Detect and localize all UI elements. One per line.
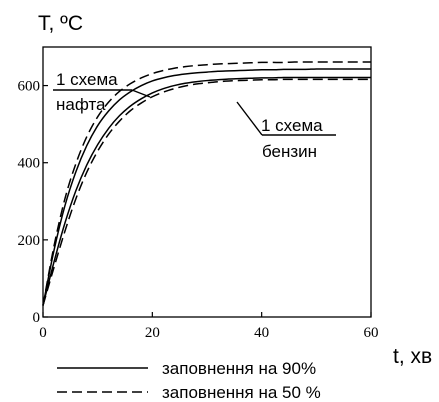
plot-frame	[42, 46, 372, 318]
x-tick-label: 40	[254, 325, 269, 341]
tick-marks	[42, 84, 372, 318]
curve-petrol-solid	[42, 76, 371, 306]
legend: заповнення на 90% заповнення на 50 %	[57, 359, 321, 402]
y-tick-label: 600	[18, 79, 41, 95]
x-tick-label: 60	[364, 325, 379, 341]
curves	[42, 61, 371, 306]
annotation-oil-line2: нафта	[56, 95, 106, 114]
annotation-petrol-leader	[236, 101, 263, 136]
annotation-petrol-line2: бензин	[262, 142, 317, 161]
curve-oil-dashed	[42, 61, 371, 306]
annotation-oil-leader	[131, 89, 151, 98]
annotation-petrol-line1: 1 схема	[261, 116, 323, 135]
annotation-oil-line1: 1 схема	[56, 70, 118, 89]
x-tick-label: 0	[39, 325, 47, 341]
x-tick-label: 20	[145, 325, 160, 341]
legend-label-dashed: заповнення на 50 %	[162, 383, 321, 402]
y-tick-label: 0	[33, 310, 41, 326]
y-tick-label: 200	[18, 233, 41, 249]
x-axis-label: t, хв	[393, 345, 432, 368]
y-axis-label: T, ºC	[38, 12, 83, 35]
curve-oil-solid	[42, 68, 371, 306]
curve-petrol-dashed	[42, 78, 371, 306]
legend-label-solid: заповнення на 90%	[162, 359, 316, 378]
y-tick-label: 400	[18, 156, 41, 172]
